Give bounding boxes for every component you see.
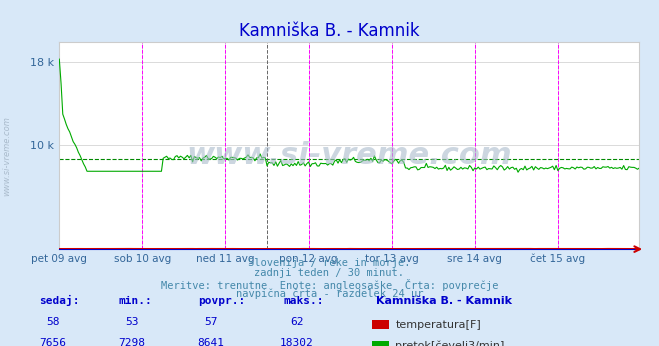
Text: 53: 53 [125,317,138,327]
Text: 8641: 8641 [198,338,224,346]
Text: Meritve: trenutne  Enote: angleosaške  Črta: povprečje: Meritve: trenutne Enote: angleosaške Črt… [161,279,498,291]
Text: maks.:: maks.: [283,297,324,307]
Text: navpična črta - razdelek 24 ur: navpična črta - razdelek 24 ur [236,289,423,299]
Text: 18302: 18302 [279,338,314,346]
Text: www.si-vreme.com: www.si-vreme.com [2,116,11,195]
Text: Slovenija / reke in morje.: Slovenija / reke in morje. [248,258,411,268]
Text: min.:: min.: [119,297,152,307]
Text: povpr.:: povpr.: [198,297,245,307]
Text: 7656: 7656 [40,338,66,346]
Text: temperatura[F]: temperatura[F] [395,320,481,330]
Text: pretok[čevelj3/min]: pretok[čevelj3/min] [395,341,505,346]
Text: 58: 58 [46,317,59,327]
Text: Kamniška B. - Kamnik: Kamniška B. - Kamnik [239,22,420,40]
Text: www.si-vreme.com: www.si-vreme.com [186,141,512,170]
Text: Kamniška B. - Kamnik: Kamniška B. - Kamnik [376,297,511,307]
Text: 62: 62 [290,317,303,327]
Text: zadnji teden / 30 minut.: zadnji teden / 30 minut. [254,268,405,278]
Text: sedaj:: sedaj: [40,295,80,307]
Text: 7298: 7298 [119,338,145,346]
Text: 57: 57 [204,317,217,327]
